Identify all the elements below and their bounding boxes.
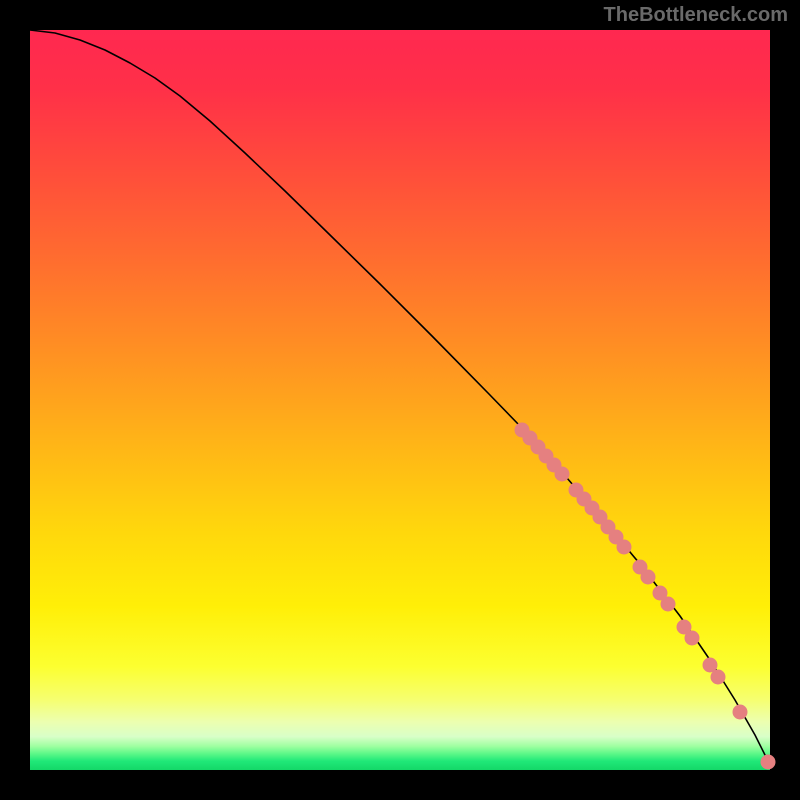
chart-container: TheBottleneck.com [0,0,800,800]
watermark-text: TheBottleneck.com [604,4,788,27]
plot-background [30,30,770,770]
